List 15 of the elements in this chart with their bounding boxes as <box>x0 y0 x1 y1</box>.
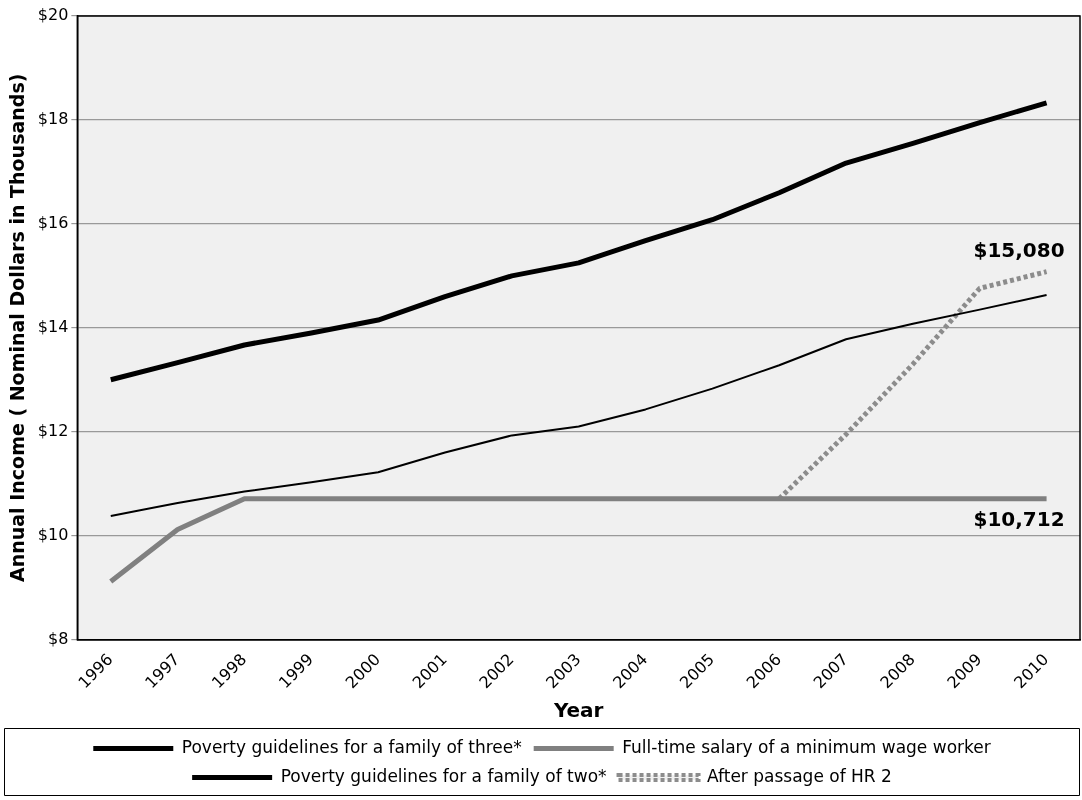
legend-label: Full-time salary of a minimum wage worker <box>622 736 991 757</box>
y-axis-title: Annual Income ( Nominal Dollars in Thousands) <box>6 73 29 583</box>
y-tick-label: $16 <box>37 213 69 233</box>
annotation: $10,712 <box>973 506 1065 531</box>
y-tick-label: $8 <box>47 628 69 648</box>
y-tick-label: $18 <box>37 109 69 129</box>
legend-label: Poverty guidelines for a family of three* <box>181 736 522 757</box>
y-tick-label: $12 <box>37 420 69 440</box>
y-tick-label: $14 <box>37 316 69 336</box>
annotation: $15,080 <box>973 237 1065 262</box>
legend-label: After passage of HR 2 <box>707 765 892 786</box>
x-axis-title: Year <box>552 698 604 723</box>
y-tick-label: $10 <box>37 524 69 544</box>
y-tick-label: $20 <box>37 5 69 25</box>
legend-label: Poverty guidelines for a family of two* <box>280 765 607 786</box>
